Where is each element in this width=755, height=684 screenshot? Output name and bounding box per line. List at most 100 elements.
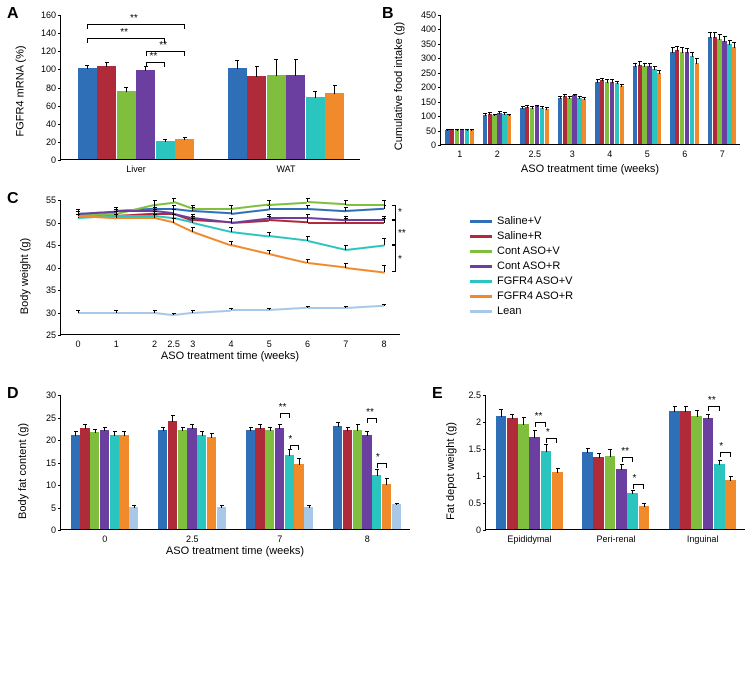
error-cap	[161, 427, 165, 428]
error-cap	[582, 97, 586, 98]
error-cap	[181, 427, 185, 428]
line-seg	[346, 244, 384, 250]
bar	[577, 98, 581, 144]
error-cap	[336, 422, 340, 423]
error-cap	[470, 129, 474, 130]
y-tick: 1.5	[455, 444, 481, 454]
error-cap	[600, 78, 604, 79]
bar	[620, 86, 624, 144]
error-cap	[382, 304, 386, 305]
error-bar	[384, 238, 385, 245]
bar	[530, 108, 534, 144]
error-cap	[229, 227, 233, 228]
error-cap	[103, 427, 107, 428]
x-tick: 1	[114, 339, 119, 349]
error-cap	[488, 112, 492, 113]
line-seg	[307, 208, 345, 212]
error-cap	[172, 214, 176, 215]
legend-swatch	[470, 295, 492, 298]
bar	[717, 39, 721, 144]
error-cap	[278, 424, 282, 425]
error-bar	[501, 409, 502, 417]
x-tick: 3	[570, 149, 575, 159]
bar	[610, 82, 614, 144]
ylabel-a: FGFR4 mRNA (%)	[15, 45, 27, 136]
bar	[552, 472, 563, 529]
x-tick: 1	[457, 149, 462, 159]
sig-bracket-vert	[392, 205, 396, 221]
error-cap	[465, 129, 469, 130]
error-cap	[274, 59, 278, 60]
error-cap	[365, 431, 369, 432]
sig-label: **	[159, 40, 167, 51]
y-tick-mark	[438, 58, 441, 59]
error-bar	[523, 417, 524, 425]
error-bar	[256, 66, 257, 77]
error-cap	[713, 32, 717, 33]
y-tick: 100	[30, 64, 56, 74]
legend-item: FGFR4 ASO+R	[470, 290, 573, 302]
y-tick: 0	[455, 525, 481, 535]
bar	[680, 411, 691, 529]
legend-swatch	[470, 280, 492, 283]
error-cap	[268, 427, 272, 428]
error-cap	[533, 430, 537, 431]
legend-label: Saline+R	[497, 230, 542, 242]
bar	[285, 455, 294, 529]
error-cap	[586, 448, 590, 449]
sig-label: **	[366, 407, 374, 418]
bar	[460, 129, 464, 144]
sig-label: **	[535, 411, 543, 422]
y-tick-mark	[58, 335, 61, 336]
bar	[455, 130, 459, 144]
line-seg	[193, 309, 231, 313]
error-cap	[723, 36, 727, 37]
bar	[605, 82, 609, 144]
y-tick: 1	[455, 471, 481, 481]
bar	[582, 99, 586, 144]
sig-label: *	[376, 452, 380, 463]
line-seg	[307, 262, 345, 268]
bar	[78, 68, 97, 159]
error-cap	[122, 431, 126, 432]
error-bar	[289, 449, 290, 456]
bar	[600, 80, 604, 144]
line-seg	[116, 217, 154, 219]
legend-item: FGFR4 ASO+V	[470, 275, 573, 287]
error-cap	[346, 427, 350, 428]
line-seg	[307, 240, 346, 251]
error-cap	[172, 313, 176, 314]
sig-bracket	[87, 24, 185, 29]
bar	[722, 41, 726, 144]
error-cap	[267, 250, 271, 251]
legend-item: Saline+V	[470, 215, 573, 227]
error-cap	[530, 106, 534, 107]
bar	[520, 108, 524, 144]
sig-label: *	[546, 427, 550, 438]
y-tick: 250	[410, 68, 436, 78]
line-seg	[78, 312, 116, 314]
panel-c: C Body weight (g) 253035404550550122.534…	[5, 190, 435, 370]
sig-bracket	[146, 62, 166, 67]
line-seg	[269, 219, 307, 223]
error-bar	[546, 444, 547, 452]
error-bar	[237, 60, 238, 69]
error-cap	[267, 232, 271, 233]
line-seg	[308, 222, 346, 224]
error-cap	[638, 61, 642, 62]
error-cap	[675, 46, 679, 47]
xlabel-b: ASO treatment time (weeks)	[440, 163, 740, 175]
error-cap	[153, 200, 157, 201]
error-cap	[83, 424, 87, 425]
error-cap	[163, 139, 167, 140]
bar	[119, 435, 128, 530]
bar	[129, 507, 138, 530]
bar	[497, 113, 501, 144]
plot-area-c: 253035404550550122.5345678****	[60, 200, 400, 335]
y-tick: 2.5	[455, 390, 481, 400]
error-bar	[295, 59, 296, 75]
error-cap	[229, 205, 233, 206]
line-seg	[193, 210, 231, 214]
y-tick-mark	[58, 223, 61, 224]
bar	[638, 65, 642, 144]
